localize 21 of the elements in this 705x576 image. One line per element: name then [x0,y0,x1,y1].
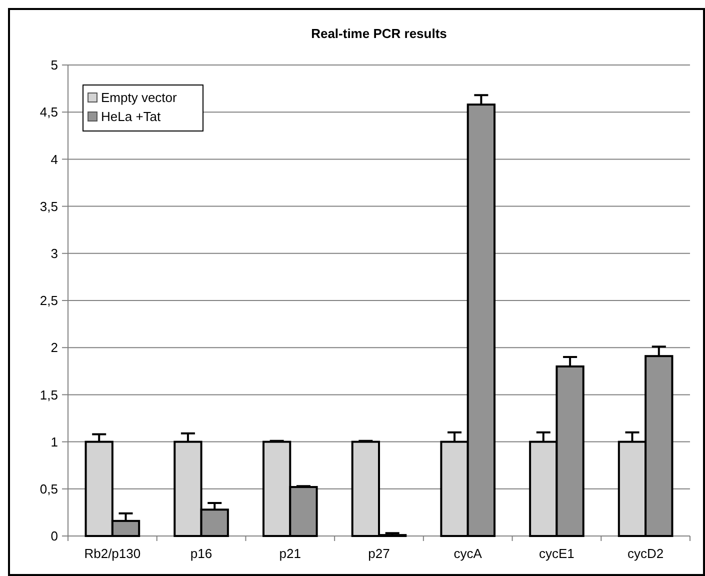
legend-label: Empty vector [101,90,178,105]
y-tick-label: 3,5 [40,198,58,214]
y-tick-label: 5 [50,58,58,73]
x-tick-label: p16 [190,546,212,561]
x-tick-label: cycE1 [539,546,574,561]
y-tick-label: 2,5 [40,293,58,308]
legend-label: HeLa +Tat [101,109,162,124]
x-tick-label: Rb2/p130 [84,546,141,561]
y-tick-label: 3 [50,246,58,261]
y-tick-label: 0 [50,528,58,544]
y-tick-label: 4 [50,152,58,167]
x-tick-label: cycA [454,546,482,561]
chart-title: Real-time PCR results [311,26,447,41]
y-tick-label: 4,5 [40,104,58,120]
y-tick-label: 1 [50,434,58,450]
y-tick-label: 2 [50,340,58,356]
x-tick-label: p21 [279,546,301,561]
x-tick-label: cycD2 [628,546,664,561]
x-tick-label: p27 [368,546,390,561]
y-tick-label: 0,5 [40,481,58,496]
y-tick-label: 1,5 [40,387,58,402]
